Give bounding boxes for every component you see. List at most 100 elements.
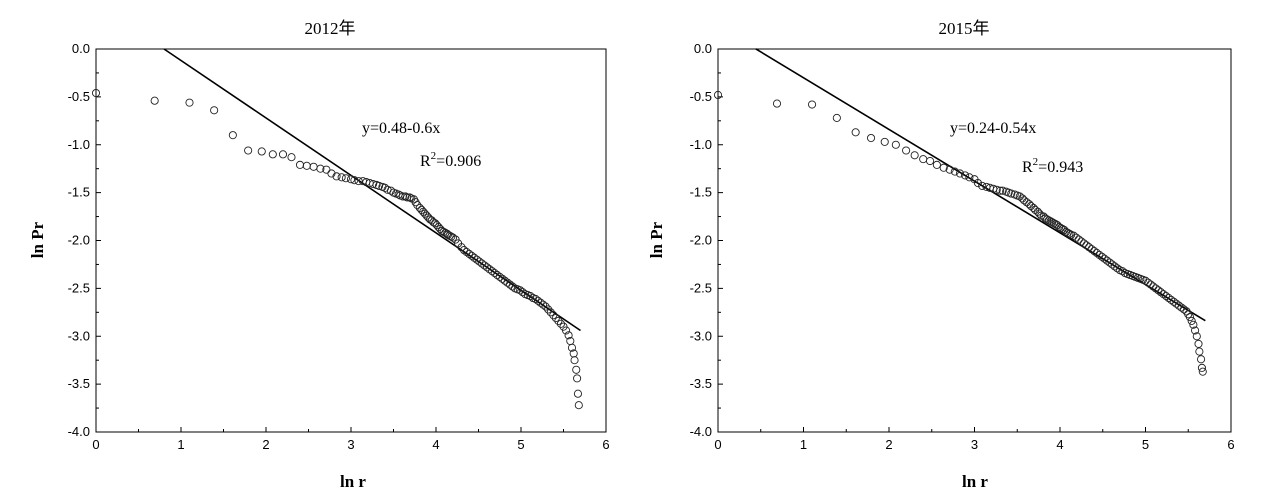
data-point: [1035, 209, 1044, 218]
data-point: [302, 161, 311, 170]
data-point: [1074, 235, 1083, 244]
x-tick-label: 3: [971, 437, 978, 452]
data-point: [459, 246, 469, 255]
data-point: [1164, 293, 1173, 303]
chart-2015: 2015年 0.0 -0.5 -1.0 -1.5 -2.0 -2.5 -3.0 -3.5 -4.…: [647, 19, 1235, 491]
r-squared: R2=0.943: [1022, 156, 1083, 176]
data-point: [533, 296, 543, 305]
r-squared: R2=0.906: [420, 150, 481, 170]
data-point: [1179, 305, 1189, 314]
data-point: [374, 181, 384, 190]
data-point: [570, 356, 579, 365]
data-point: [1082, 241, 1091, 250]
r-squared-r: R: [1022, 159, 1033, 176]
data-point: [1108, 260, 1117, 269]
data-point: [244, 146, 253, 155]
data-point: [1092, 248, 1101, 257]
x-tick-label: 4: [1056, 437, 1063, 452]
y-tick-label: -1.5: [68, 185, 90, 200]
data-point: [1177, 303, 1186, 312]
r-squared-sup: 2: [1033, 156, 1039, 168]
x-tick-label: 0: [92, 437, 99, 452]
data-point: [939, 163, 948, 172]
y-tick-label: -4.0: [68, 424, 90, 439]
data-point: [268, 150, 277, 159]
data-point: [1020, 196, 1029, 205]
chart-title: 2015年: [939, 19, 990, 38]
data-point: [1144, 278, 1153, 287]
data-point: [210, 106, 219, 115]
data-point: [475, 257, 484, 266]
data-point: [322, 165, 331, 174]
data-point: [1192, 332, 1201, 341]
y-tick-label: 0.0: [694, 41, 712, 56]
data-point: [1151, 284, 1160, 293]
data-point: [1100, 254, 1109, 263]
chart-title: 2012年: [305, 19, 356, 38]
x-tick-label: 5: [517, 437, 524, 452]
data-point: [1194, 339, 1203, 348]
data-point: [354, 177, 363, 186]
data-point: [228, 131, 237, 140]
y-tick-label: -3.5: [68, 376, 90, 391]
y-tick-label: -4.0: [690, 424, 712, 439]
data-point: [448, 233, 458, 242]
data-point: [1156, 288, 1165, 297]
data-point: [462, 247, 471, 257]
data-point: [880, 137, 889, 146]
data-point: [996, 186, 1005, 195]
data-point: [574, 401, 583, 410]
y-tick-label: -1.5: [690, 185, 712, 200]
x-tick-label: 3: [347, 437, 354, 452]
data-point: [1007, 189, 1016, 198]
data-point: [1110, 262, 1119, 271]
y-axis-label: ln Pr: [28, 221, 47, 258]
x-ticks: 0 1 2 3 4 5 6: [714, 427, 1235, 452]
data-point: [441, 228, 450, 237]
y-tick-label: -0.5: [690, 89, 712, 104]
data-point: [1154, 286, 1163, 295]
data-point: [316, 164, 325, 173]
data-point: [488, 267, 497, 276]
y-tick-label: -3.0: [68, 328, 90, 343]
data-point: [866, 133, 876, 143]
data-point: [516, 286, 525, 295]
data-point: [447, 232, 456, 241]
data-point: [945, 165, 954, 174]
data-point: [508, 282, 517, 291]
x-tick-label: 0: [714, 437, 721, 452]
data-point: [472, 255, 481, 264]
data-point: [961, 171, 970, 180]
data-point: [1102, 256, 1112, 265]
fit-line: [163, 48, 581, 332]
data-point: [1169, 297, 1178, 306]
data-point: [919, 155, 928, 164]
y-tick-label: -1.0: [690, 137, 712, 152]
data-point: [978, 181, 987, 190]
data-point: [902, 146, 911, 155]
data-point: [1198, 367, 1207, 376]
data-point: [932, 160, 941, 169]
y-tick-label: -2.0: [68, 233, 90, 248]
data-point: [405, 193, 414, 202]
data-point: [1146, 280, 1155, 289]
data-point: [498, 274, 507, 283]
y-ticks: 0.0 -0.5 -1.0 -1.5 -2.0 -2.5 -3.0 -3.5 -4.0: [690, 41, 723, 439]
x-tick-label: 6: [1227, 437, 1234, 452]
data-point: [1090, 246, 1099, 256]
data-point: [1085, 243, 1094, 252]
data-point: [572, 365, 581, 374]
data-point: [573, 389, 583, 398]
data-point: [257, 147, 266, 156]
data-point: [465, 249, 474, 258]
x-ticks: 0 1 2 3 4 5 6: [92, 427, 610, 452]
data-point: [992, 185, 1001, 194]
data-point: [1197, 355, 1206, 364]
fit-equation: y=0.48-0.6x: [362, 120, 440, 137]
r-squared-sup: 2: [431, 150, 437, 162]
data-point: [531, 294, 540, 303]
x-tick-label: 1: [177, 437, 184, 452]
data-point: [485, 265, 494, 274]
data-point: [1113, 264, 1122, 273]
